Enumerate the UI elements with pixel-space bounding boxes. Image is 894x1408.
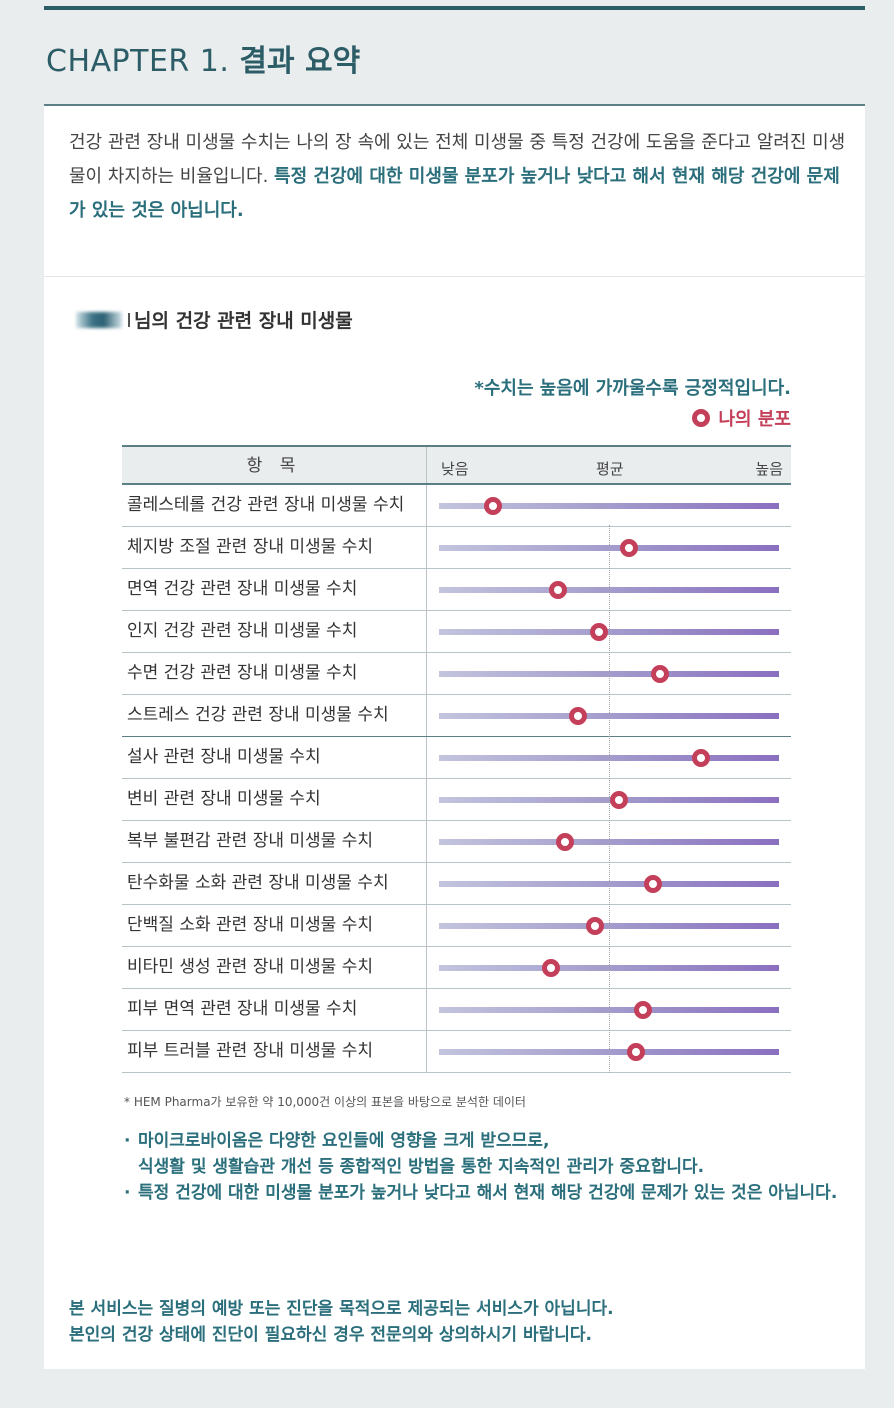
table-row: 피부 트러블 관련 장내 미생물 수치 — [122, 1031, 791, 1073]
table-body: 콜레스테롤 건강 관련 장내 미생물 수치 체지방 조절 관련 장내 미생물 수치… — [122, 485, 791, 1073]
my-distribution-marker — [610, 791, 629, 809]
microbiome-table: 항 목 낮음 평균 높음 콜레스테롤 건강 관련 장내 미생물 수치 체지방 조절… — [122, 445, 791, 1073]
my-distribution-marker — [569, 707, 588, 725]
user-name-redacted — [76, 311, 122, 328]
bullet-2: · 특정 건강에 대한 미생물 분포가 높거나 낮다고 해서 현재 해당 건강에 … — [124, 1180, 837, 1206]
table-row: 변비 관련 장내 미생물 수치 — [122, 779, 791, 821]
top-rule — [44, 6, 865, 10]
bullet-1-line1: 마이크로바이옴은 다양한 요인들에 영향을 크게 받으므로, — [138, 1131, 550, 1151]
row-label: 스트레스 건강 관련 장내 미생물 수치 — [122, 695, 427, 736]
row-label: 피부 트러블 관련 장내 미생물 수치 — [122, 1031, 427, 1072]
average-line — [609, 525, 610, 1073]
my-distribution-marker — [555, 833, 574, 851]
disclaimer-line1: 본 서비스는 질병의 예방 또는 진단을 목적으로 제공되는 서비스가 아닙니다… — [69, 1299, 614, 1319]
table-header: 항 목 낮음 평균 높음 — [122, 445, 791, 485]
table-row: 탄수화물 소화 관련 장내 미생물 수치 — [122, 863, 791, 905]
table-row: 설사 관련 장내 미생물 수치 — [122, 737, 791, 779]
intro-normal: 건강 관련 장내 미생물 수치는 나의 장 속에 있는 전체 미생물 중 특정 … — [69, 132, 846, 187]
header-scale: 낮음 평균 높음 — [427, 447, 791, 483]
bullet-2-text: 특정 건강에 대한 미생물 분포가 높거나 낮다고 해서 현재 해당 건강에 문… — [138, 1183, 838, 1203]
distribution-track — [439, 503, 779, 509]
row-label: 인지 건강 관련 장내 미생물 수치 — [122, 611, 427, 652]
table-row: 피부 면역 관련 장내 미생물 수치 — [122, 989, 791, 1031]
row-label: 피부 면역 관련 장내 미생물 수치 — [122, 989, 427, 1030]
table-row: 스트레스 건강 관련 장내 미생물 수치 — [122, 695, 791, 737]
bullet-notes: · 마이크로바이옴은 다양한 요인들에 영향을 크게 받으므로, 식생활 및 생활… — [124, 1128, 837, 1206]
intro-text: 건강 관련 장내 미생물 수치는 나의 장 속에 있는 전체 미생물 중 특정 … — [69, 126, 849, 228]
row-label: 설사 관련 장내 미생물 수치 — [122, 737, 427, 778]
my-distribution-marker — [651, 665, 669, 683]
my-distribution-marker — [542, 959, 561, 977]
bullet-dot: · — [124, 1131, 131, 1151]
card-divider — [44, 276, 865, 277]
scale-low-label: 낮음 — [441, 460, 469, 478]
row-label: 면역 건강 관련 장내 미생물 수치 — [122, 569, 427, 610]
row-bar — [427, 485, 791, 526]
table-row: 복부 불편감 관련 장내 미생물 수치 — [122, 821, 791, 863]
scale-high-label: 높음 — [755, 460, 783, 478]
chapter-title: CHAPTER 1. 결과 요약 — [46, 36, 360, 82]
chapter-rule — [44, 104, 865, 106]
legend: 나의 분포 — [692, 405, 791, 431]
my-distribution-marker — [691, 749, 710, 767]
legend-marker-icon — [692, 409, 711, 427]
table-row: 단백질 소화 관련 장내 미생물 수치 — [122, 905, 791, 947]
my-distribution-marker — [589, 623, 608, 641]
row-label: 콜레스테롤 건강 관련 장내 미생물 수치 — [122, 485, 427, 526]
user-title-suffix: 님의 건강 관련 장내 미생물 — [134, 310, 353, 332]
row-label: 단백질 소화 관련 장내 미생물 수치 — [122, 905, 427, 946]
positive-note: *수치는 높음에 가까울수록 긍정적입니다. — [474, 378, 791, 399]
bullet-1-line2: 식생활 및 생활습관 개선 등 종합적인 방법을 통한 지속적인 관리가 중요합… — [138, 1157, 705, 1177]
disclaimer: 본 서비스는 질병의 예방 또는 진단을 목적으로 제공되는 서비스가 아닙니다… — [69, 1296, 614, 1348]
disclaimer-line2: 본인의 건강 상태에 진단이 필요하신 경우 전문의와 상의하시기 바랍니다. — [69, 1325, 593, 1345]
name-tick — [128, 312, 130, 327]
table-row: 콜레스테롤 건강 관련 장내 미생물 수치 — [122, 485, 791, 527]
my-distribution-marker — [549, 581, 567, 599]
my-distribution-marker — [627, 1043, 646, 1061]
intro-highlight: 특정 건강에 대한 미생물 분포가 높거나 낮다고 해서 현재 해당 건강에 문… — [69, 166, 840, 221]
row-label: 비타민 생성 관련 장내 미생물 수치 — [122, 947, 427, 988]
row-label: 수면 건강 관련 장내 미생물 수치 — [122, 653, 427, 694]
table-row: 인지 건강 관련 장내 미생물 수치 — [122, 611, 791, 653]
my-distribution-marker — [586, 917, 605, 935]
bullet-dot: · — [124, 1183, 131, 1203]
row-label: 복부 불편감 관련 장내 미생물 수치 — [122, 821, 427, 862]
bullet-1: · 마이크로바이옴은 다양한 요인들에 영향을 크게 받으므로, — [124, 1128, 837, 1154]
table-row: 비타민 생성 관련 장내 미생물 수치 — [122, 947, 791, 989]
header-item: 항 목 — [122, 447, 427, 483]
row-label: 변비 관련 장내 미생물 수치 — [122, 779, 427, 820]
table-row: 체지방 조절 관련 장내 미생물 수치 — [122, 527, 791, 569]
my-distribution-marker — [620, 539, 639, 557]
my-distribution-marker — [484, 497, 503, 515]
user-section-title: 님의 건강 관련 장내 미생물 — [76, 306, 353, 333]
row-label: 체지방 조절 관련 장내 미생물 수치 — [122, 527, 427, 568]
result-card: 건강 관련 장내 미생물 수치는 나의 장 속에 있는 전체 미생물 중 특정 … — [44, 106, 865, 1369]
my-distribution-marker — [634, 1001, 652, 1019]
legend-label: 나의 분포 — [718, 409, 791, 430]
chapter-number: CHAPTER 1. — [46, 44, 230, 79]
row-label: 탄수화물 소화 관련 장내 미생물 수치 — [122, 863, 427, 904]
my-distribution-marker — [644, 875, 663, 893]
chapter-name: 결과 요약 — [239, 44, 361, 79]
table-row: 면역 건강 관련 장내 미생물 수치 — [122, 569, 791, 611]
scale-avg-label: 평균 — [596, 460, 624, 478]
data-source-note: * HEM Pharma가 보유한 약 10,000건 이상의 표본을 바탕으로… — [124, 1095, 526, 1109]
table-row: 수면 건강 관련 장내 미생물 수치 — [122, 653, 791, 695]
